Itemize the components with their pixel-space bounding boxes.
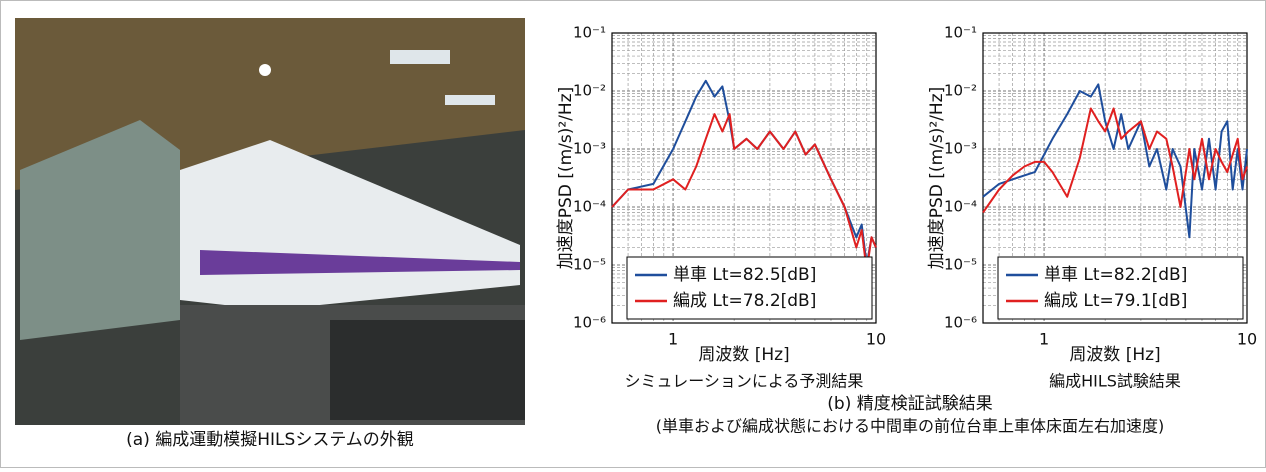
axes-frame [982,32,1248,324]
figure-caption: (b) 精度検証試験結果 [827,394,992,414]
y-tick-label: 10⁻⁵ [944,256,977,274]
series-line [982,83,1248,239]
y-axis-label: 加速度PSD [(m/s)²/Hz] [556,87,576,269]
legend-label: 単車 Lt=82.2[dB] [1044,265,1187,285]
y-tick-label: 10⁻¹ [944,24,977,42]
axes-frame [611,32,877,324]
legend-label: 編成 Lt=79.1[dB] [1044,291,1187,311]
series-line [611,113,877,272]
subtitle: シミュレーションによる予測結果 [625,372,864,391]
y-tick-label: 10⁻¹ [573,24,606,42]
series-line [982,107,1248,214]
photo [15,18,525,425]
x-tick-label: 1 [1039,330,1049,349]
x-tick-label: 1 [668,330,678,349]
y-axis-label: 加速度PSD [(m/s)²/Hz] [927,87,947,269]
x-tick-label: 10 [1237,330,1257,349]
y-tick-label: 10⁻⁶ [573,314,606,332]
y-tick-label: 10⁻² [573,82,606,100]
x-axis-label: 周波数 [Hz] [698,345,789,365]
y-tick-label: 10⁻³ [573,140,606,158]
y-tick-label: 10⁻² [944,82,977,100]
legend-box [626,256,873,320]
figure-subcaption: (単車および編成状態における中間車の前位台車上車体床面左右加速度) [656,417,1165,436]
y-tick-label: 10⁻⁵ [573,256,606,274]
legend-label: 編成 Lt=78.2[dB] [673,291,816,311]
x-axis-label: 周波数 [Hz] [1069,345,1160,365]
photo-caption: (a) 編成運動模擬HILSシステムの外観 [126,430,414,450]
y-tick-label: 10⁻⁶ [944,314,977,332]
y-tick-label: 10⁻⁴ [944,198,977,216]
y-tick-label: 10⁻⁴ [573,198,606,216]
y-tick-label: 10⁻³ [944,140,977,158]
x-tick-label: 10 [866,330,886,349]
legend-box [997,256,1244,320]
subtitle: 編成HILS試験結果 [1049,372,1181,391]
legend-label: 単車 Lt=82.5[dB] [673,265,816,285]
